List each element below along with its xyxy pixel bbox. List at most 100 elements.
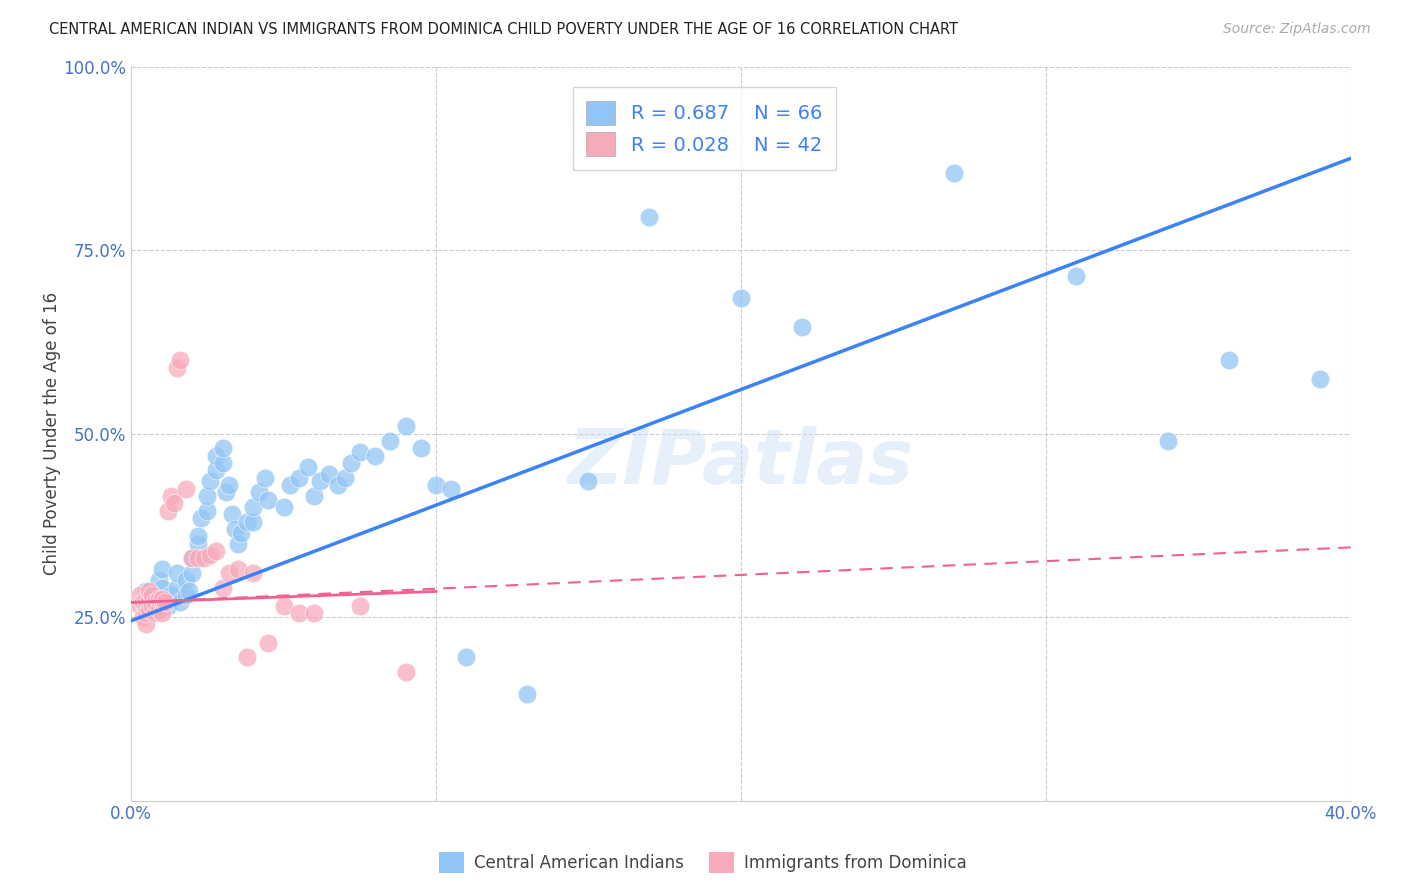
Point (166, 360, 188, 375)
Point (425, 478, 447, 492)
Point (257, 492, 280, 507)
Point (242, 500, 264, 514)
Legend: R = 0.687    N = 66, R = 0.028    N = 42: R = 0.687 N = 66, R = 0.028 N = 42 (572, 87, 837, 169)
Point (148, 591, 170, 606)
Point (638, 210, 661, 224)
Point (150, 607, 173, 621)
Point (187, 537, 209, 551)
Point (1218, 353, 1240, 368)
Point (349, 445, 371, 459)
Text: ZIPatlas: ZIPatlas (568, 426, 914, 500)
Point (218, 566, 240, 580)
Point (1157, 434, 1180, 448)
Point (135, 591, 157, 606)
Point (254, 470, 277, 484)
Point (141, 588, 163, 602)
Point (145, 607, 167, 621)
Point (156, 504, 179, 518)
Text: Source: ZipAtlas.com: Source: ZipAtlas.com (1223, 22, 1371, 37)
Point (380, 434, 402, 448)
Point (211, 581, 233, 595)
Point (333, 470, 356, 484)
Point (236, 650, 259, 665)
Point (236, 515, 259, 529)
Y-axis label: Child Poverty Under the Age of 16: Child Poverty Under the Age of 16 (44, 292, 60, 575)
Point (138, 584, 160, 599)
Point (181, 551, 204, 566)
Point (145, 595, 167, 609)
Point (135, 599, 157, 613)
Point (214, 485, 236, 500)
Point (132, 595, 155, 609)
Point (135, 617, 157, 632)
Point (211, 456, 233, 470)
Point (166, 566, 188, 580)
Point (456, 650, 478, 665)
Point (516, 687, 538, 701)
Point (181, 551, 204, 566)
Point (169, 353, 191, 368)
Point (132, 610, 155, 624)
Point (302, 607, 325, 621)
Point (181, 566, 204, 580)
Point (135, 584, 157, 599)
Point (205, 544, 228, 558)
Point (318, 467, 340, 481)
Point (159, 588, 181, 602)
Point (440, 482, 463, 496)
Point (200, 548, 222, 562)
Point (195, 504, 218, 518)
Point (278, 478, 301, 492)
Point (273, 599, 295, 613)
Point (193, 551, 215, 566)
Point (242, 566, 264, 580)
Point (302, 489, 325, 503)
Point (169, 595, 191, 609)
Point (129, 599, 152, 613)
Point (790, 320, 813, 334)
Point (297, 459, 319, 474)
Point (200, 475, 222, 489)
Point (129, 588, 152, 602)
Point (156, 599, 179, 613)
Point (229, 525, 252, 540)
Point (150, 581, 173, 595)
Point (328, 478, 350, 492)
Point (174, 574, 197, 588)
Point (226, 537, 249, 551)
Point (257, 636, 280, 650)
Point (174, 482, 197, 496)
Point (247, 485, 270, 500)
Point (138, 591, 160, 606)
Point (187, 551, 209, 566)
Point (242, 515, 264, 529)
Text: CENTRAL AMERICAN INDIAN VS IMMIGRANTS FROM DOMINICA CHILD POVERTY UNDER THE AGE : CENTRAL AMERICAN INDIAN VS IMMIGRANTS FR… (49, 22, 959, 37)
Point (148, 603, 170, 617)
Point (273, 500, 295, 514)
Point (288, 607, 311, 621)
Point (150, 562, 173, 576)
Point (141, 599, 163, 613)
Point (150, 591, 173, 606)
Point (159, 489, 181, 503)
Point (211, 442, 233, 456)
Point (138, 603, 160, 617)
Point (409, 442, 432, 456)
Point (221, 508, 243, 522)
Point (309, 475, 332, 489)
Point (339, 456, 361, 470)
Point (349, 599, 371, 613)
Point (190, 511, 212, 525)
Legend: Central American Indians, Immigrants from Dominica: Central American Indians, Immigrants fro… (433, 846, 973, 880)
Point (174, 588, 197, 602)
Point (148, 574, 170, 588)
Point (205, 449, 228, 463)
Point (141, 603, 163, 617)
Point (224, 522, 246, 536)
Point (394, 419, 416, 434)
Point (578, 475, 600, 489)
Point (364, 449, 387, 463)
Point (226, 562, 249, 576)
Point (218, 478, 240, 492)
Point (205, 463, 228, 477)
